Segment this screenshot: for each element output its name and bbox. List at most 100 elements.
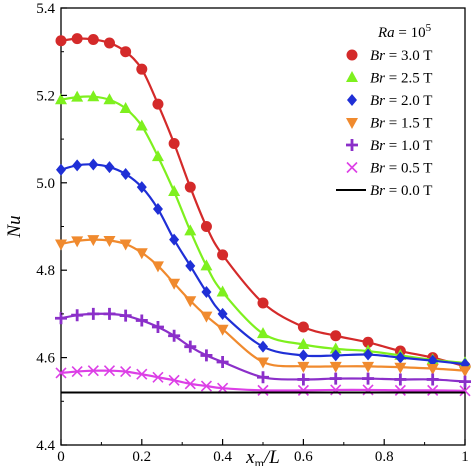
data-point	[103, 235, 116, 247]
data-point	[71, 309, 84, 322]
series-line	[60, 369, 466, 392]
legend-marker	[346, 118, 358, 129]
data-point	[362, 336, 374, 348]
data-point	[55, 35, 67, 47]
data-point	[258, 340, 268, 353]
data-point	[459, 375, 471, 388]
data-point	[201, 286, 212, 299]
data-point	[136, 368, 148, 380]
data-point	[297, 321, 309, 333]
series-4	[55, 307, 471, 388]
data-point	[71, 33, 83, 45]
data-point	[297, 337, 310, 349]
data-point	[298, 349, 309, 362]
legend-label: Br = 2.0 T	[370, 93, 432, 109]
data-point	[459, 366, 471, 378]
data-point	[87, 235, 100, 247]
data-point	[169, 233, 180, 246]
data-point	[329, 372, 342, 385]
data-point	[395, 351, 406, 364]
data-point	[87, 307, 100, 320]
y-tick-label: 5.4	[36, 1, 55, 17]
y-tick-label: 5.0	[36, 176, 55, 192]
axes-layer: 0 0.2 0.4 0.6 0.8 1 4.4 4.6 4.8 5.0 5.2 5.4 xm/L Nu	[4, 1, 469, 466]
data-point	[330, 349, 341, 362]
data-point	[152, 371, 164, 383]
data-point	[168, 278, 181, 290]
data-point	[184, 181, 196, 193]
data-point	[103, 93, 116, 105]
legend-entry: Br = 3.0 T	[346, 48, 432, 64]
data-point	[216, 285, 229, 297]
legend-marker	[346, 139, 358, 151]
data-point	[200, 349, 213, 362]
data-point	[151, 321, 164, 334]
data-point	[103, 307, 116, 320]
legend-entry: Br = 2.0 T	[347, 93, 432, 109]
data-point	[363, 348, 374, 361]
series-5	[55, 365, 471, 397]
data-point	[216, 355, 229, 368]
series-1	[55, 90, 471, 368]
data-point	[135, 314, 148, 327]
data-point	[217, 249, 229, 261]
y-tick-label: 5.2	[36, 88, 55, 104]
data-point	[200, 221, 212, 232]
data-point	[55, 93, 67, 105]
y-tick-label: 4.4	[36, 438, 55, 454]
data-point	[257, 384, 269, 396]
legend-entry: Br = 1.0 T	[346, 138, 432, 154]
data-point	[120, 46, 132, 58]
data-point	[200, 380, 213, 392]
legend: Ra = 105 Br = 3.0 T Br = 2.5 T Br = 2.0 T Br…	[336, 22, 432, 199]
data-point	[297, 361, 310, 373]
data-point	[87, 365, 99, 377]
x-tick-label: 0.2	[132, 449, 151, 465]
legend-marker	[346, 71, 358, 82]
data-point	[330, 330, 342, 342]
data-point	[56, 163, 66, 176]
data-point	[168, 185, 181, 197]
data-point	[168, 329, 181, 342]
legend-label: Br = 1.5 T	[370, 116, 432, 132]
data-point	[426, 364, 439, 376]
data-point	[394, 362, 407, 374]
data-point	[217, 307, 228, 320]
legend-entry: Br = 1.5 T	[346, 116, 432, 132]
legend-label: Br = 0.0 T	[370, 183, 432, 199]
data-point	[152, 98, 164, 110]
series-line	[60, 95, 466, 364]
x-tick-label: 1	[461, 449, 469, 465]
data-point	[257, 297, 269, 309]
data-point	[427, 354, 438, 367]
data-point	[394, 384, 406, 396]
legend-marker	[346, 161, 358, 174]
data-point	[297, 384, 309, 396]
data-point	[151, 261, 164, 273]
data-point	[135, 248, 148, 260]
legend-entry: Br = 2.5 T	[346, 71, 432, 87]
data-point	[329, 342, 342, 354]
data-point	[459, 385, 471, 397]
data-point	[136, 181, 147, 194]
data-point	[135, 119, 148, 131]
data-point	[103, 37, 115, 49]
data-point	[217, 382, 229, 394]
legend-marker	[347, 94, 357, 106]
series-3	[55, 235, 471, 378]
data-point	[71, 236, 84, 248]
legend-label: Br = 0.5 T	[370, 161, 432, 177]
data-point	[168, 137, 180, 149]
data-point	[87, 33, 99, 45]
data-point	[184, 296, 197, 308]
data-point	[329, 361, 342, 373]
x-tick-label: 0.4	[213, 449, 232, 465]
data-point	[119, 309, 132, 322]
data-point	[362, 372, 375, 385]
legend-title: Ra = 105	[377, 22, 432, 41]
data-point	[362, 361, 375, 373]
data-point	[103, 365, 116, 377]
legend-entry: Br = 0.5 T	[346, 161, 432, 177]
data-point	[257, 327, 269, 339]
data-point	[55, 367, 67, 379]
